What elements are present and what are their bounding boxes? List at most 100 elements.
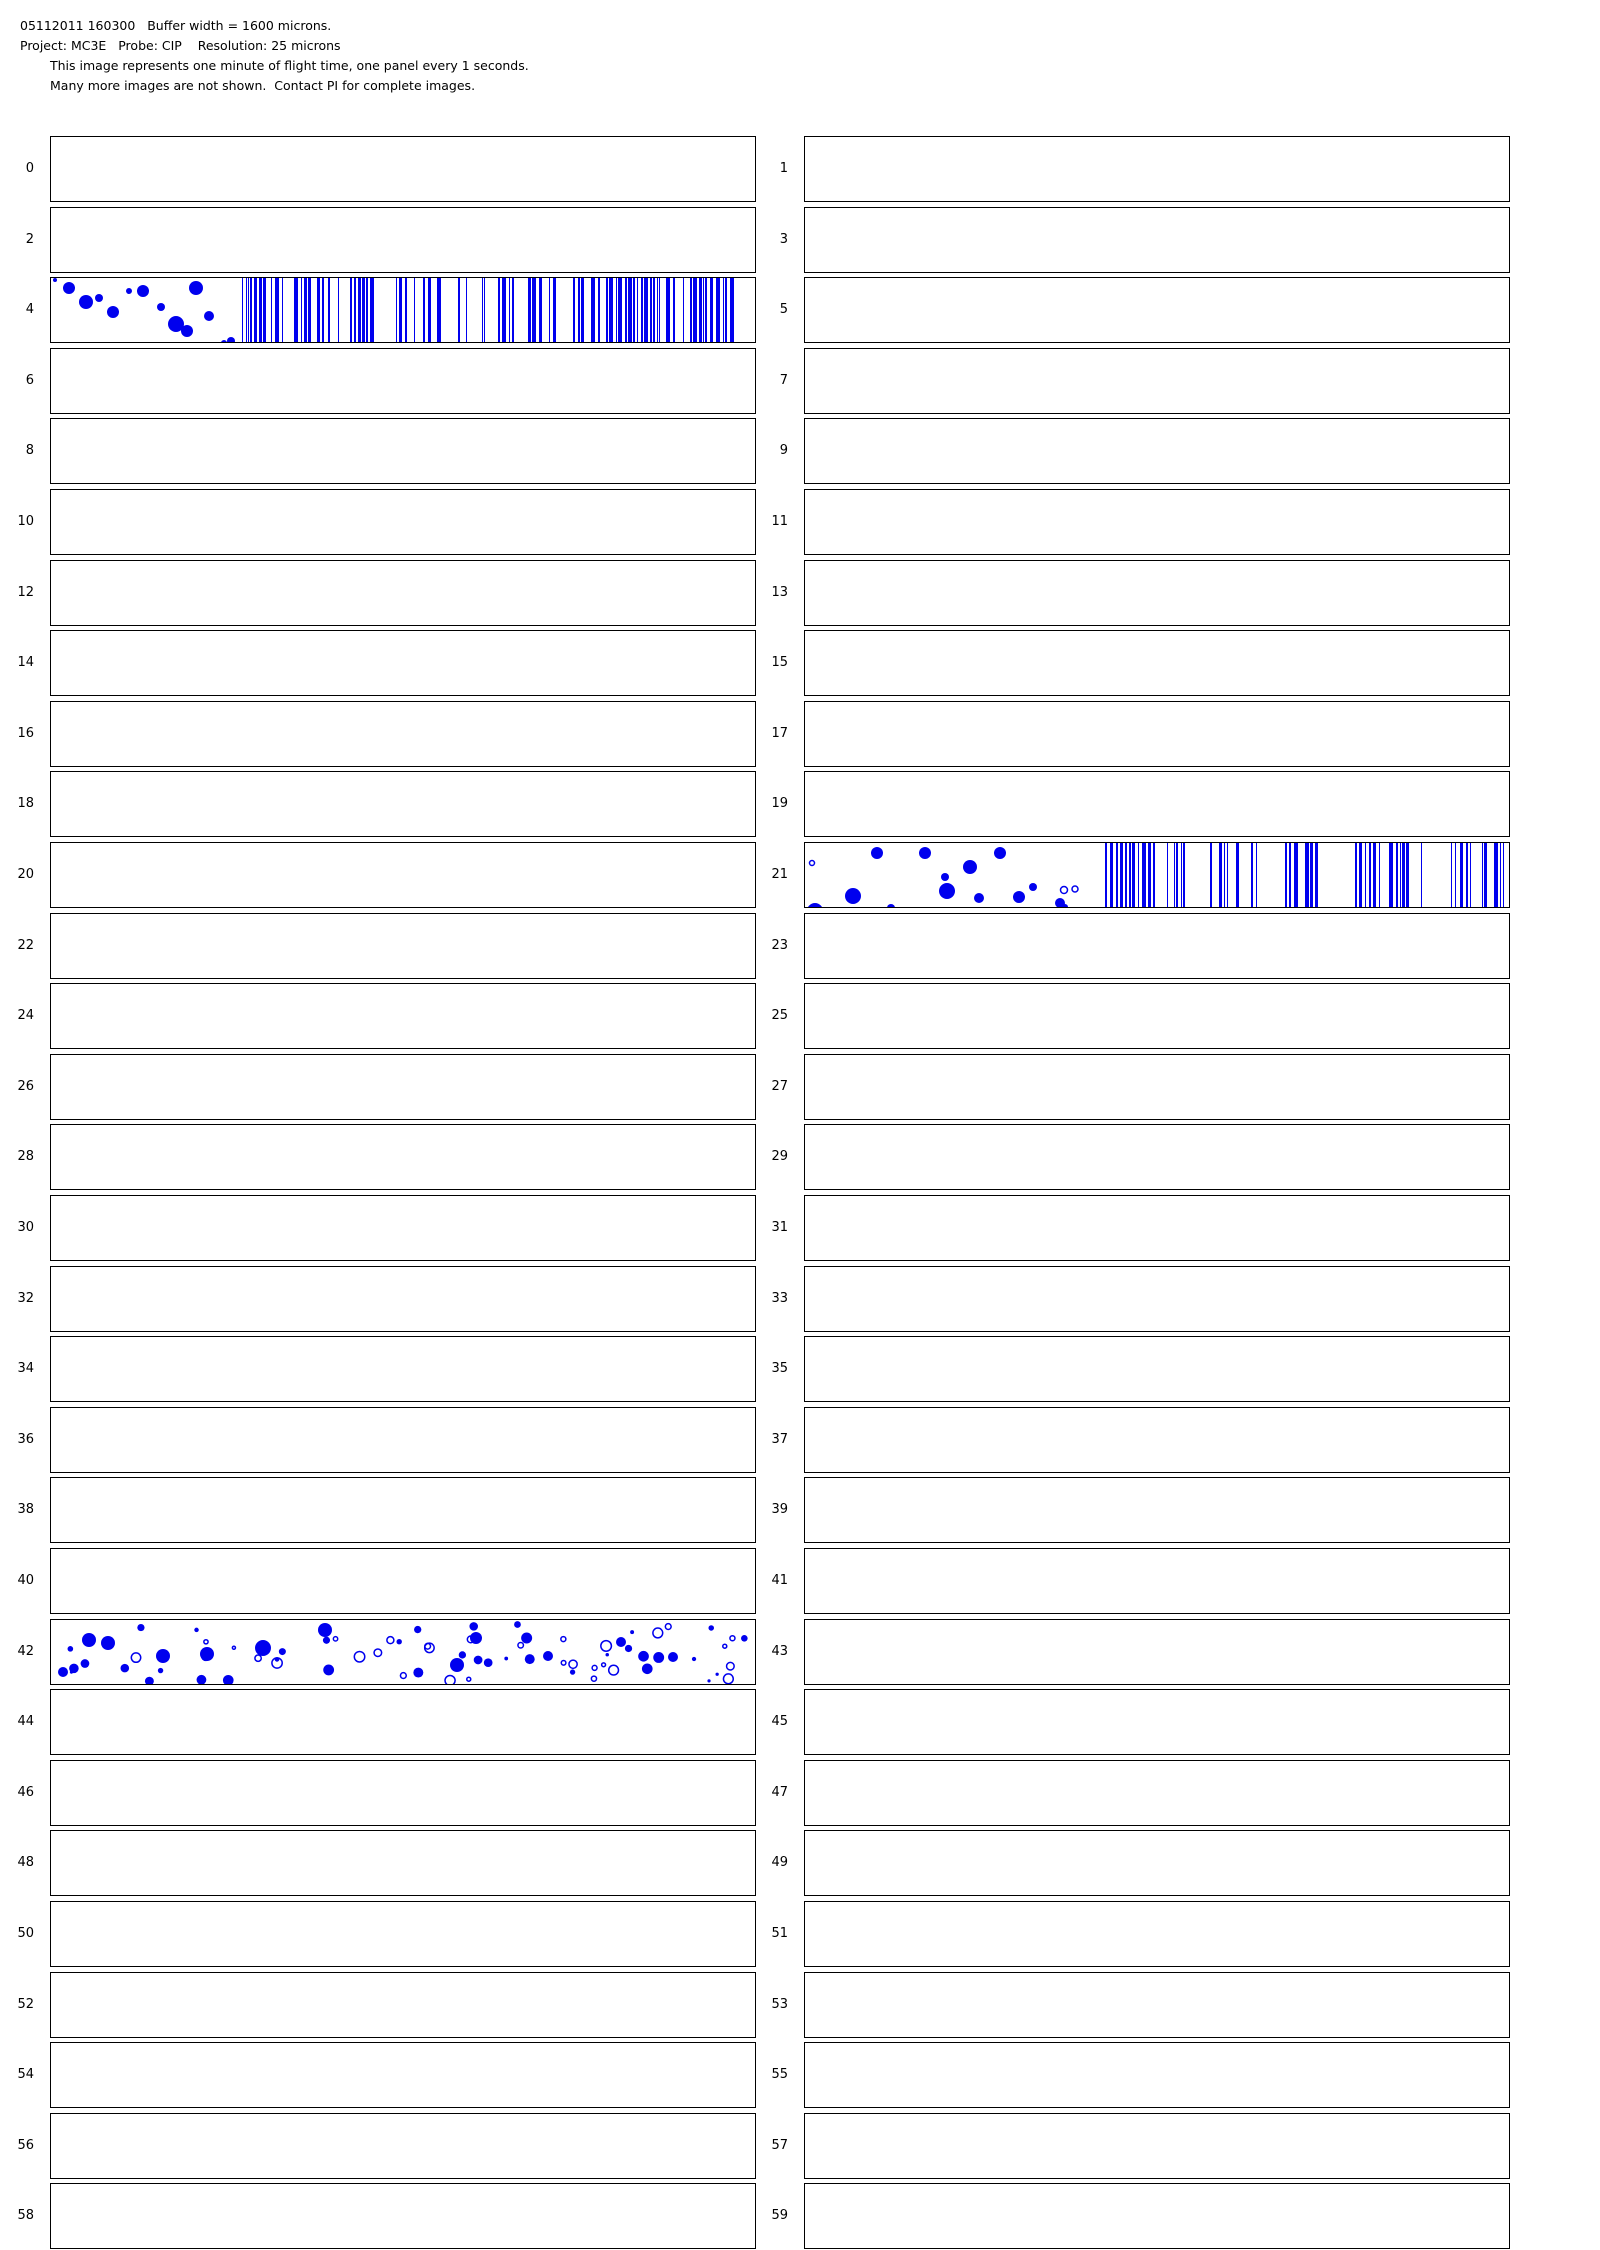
- streaker-band: [338, 278, 339, 343]
- streaker-band: [414, 278, 415, 343]
- panel-label: 53: [771, 1996, 788, 2012]
- particle-image: [200, 1651, 211, 1661]
- particle-image: [181, 325, 193, 338]
- image-panel: [804, 700, 1510, 767]
- panel-label: 17: [771, 725, 788, 741]
- streaker-band: [1482, 843, 1483, 907]
- image-panel: [50, 2112, 756, 2179]
- particle-image: [353, 1650, 366, 1663]
- image-panel: [50, 1901, 756, 1967]
- particle-image: [67, 1645, 74, 1652]
- header-line-timestamp: 05112011 160300 Buffer width = 1600 micr…: [20, 18, 332, 33]
- particle-image: [653, 1651, 665, 1663]
- image-panel: [804, 1689, 1510, 1756]
- particle-image: [53, 278, 57, 283]
- streaker-band: [705, 278, 707, 343]
- particle-image: [318, 1622, 332, 1637]
- streaker-band: [1355, 843, 1357, 907]
- particle-strip: [58, 1620, 748, 1684]
- particle-image: [664, 1622, 672, 1630]
- particle-image: [413, 1667, 424, 1678]
- particle-image: [466, 1676, 472, 1682]
- streaker-band: [528, 278, 531, 343]
- image-panel: [804, 1901, 1510, 1967]
- particle-image: [101, 1635, 115, 1650]
- image-panel: [50, 347, 756, 414]
- panel-label: 42: [17, 1643, 34, 1659]
- image-panel: [50, 136, 756, 202]
- particle-image: [227, 337, 235, 343]
- streaker-band: [1289, 843, 1291, 907]
- particle-image: [517, 1641, 525, 1649]
- streaker-band: [644, 278, 648, 343]
- streaker-band: [578, 278, 580, 343]
- panel-label: 13: [771, 584, 788, 600]
- streaker-band: [549, 278, 550, 343]
- image-panel: [804, 1406, 1510, 1473]
- image-panel: [50, 842, 756, 908]
- image-panel: [804, 559, 1510, 626]
- panel-label: 55: [771, 2067, 788, 2083]
- streaker-band: [1174, 843, 1175, 907]
- particle-image: [939, 883, 955, 899]
- streaker-band: [1120, 843, 1123, 907]
- image-panel: [804, 347, 1510, 414]
- panel-label: 45: [771, 1714, 788, 1730]
- image-panel: [50, 1759, 756, 1826]
- particle-image: [605, 1652, 609, 1657]
- image-panel: [50, 2183, 756, 2250]
- streaker-band: [625, 278, 627, 343]
- panel-label: 7: [779, 372, 788, 388]
- streaker-band: [539, 278, 542, 343]
- streaker-band: [370, 278, 374, 343]
- streaker-band: [1148, 843, 1151, 907]
- streaker-band: [1396, 843, 1398, 907]
- particle-image: [672, 1655, 676, 1659]
- particle-image: [194, 1627, 199, 1632]
- particle-image: [189, 281, 203, 296]
- panel-label: 22: [17, 937, 34, 953]
- streaker-band: [428, 278, 431, 343]
- streaker-band: [1125, 843, 1127, 907]
- streaker-band: [1224, 843, 1225, 907]
- streaker-band: [633, 278, 635, 343]
- panel-label: 12: [17, 584, 34, 600]
- panel-label: 20: [17, 867, 34, 882]
- image-panel: [804, 842, 1510, 908]
- panel-label: 6: [25, 372, 34, 388]
- particle-image: [591, 1664, 598, 1671]
- panel-label: 39: [771, 1502, 788, 1518]
- particle-image: [725, 1661, 735, 1671]
- particle-image: [808, 859, 816, 867]
- streaker-band: [484, 278, 485, 343]
- streaker-band: [396, 278, 397, 343]
- panel-label: 38: [17, 1502, 34, 1518]
- particle-image: [274, 1656, 280, 1662]
- streaker-band: [1466, 843, 1468, 907]
- particle-image: [444, 1674, 456, 1684]
- image-panel: [50, 277, 756, 344]
- particle-image: [332, 1635, 339, 1642]
- panel-label: 30: [17, 1220, 34, 1235]
- particle-image: [1055, 898, 1065, 907]
- particle-image: [323, 1664, 335, 1675]
- particle-image: [845, 888, 861, 904]
- particle-image: [80, 1658, 90, 1668]
- streaker-band: [641, 278, 643, 343]
- particle-image: [399, 1671, 408, 1679]
- image-panel: [50, 1830, 756, 1897]
- particle-image: [82, 1632, 96, 1647]
- streaker-band: [1421, 843, 1422, 907]
- panel-label: 47: [771, 1784, 788, 1800]
- particle-image: [524, 1653, 535, 1664]
- particle-image: [590, 1674, 598, 1682]
- streaker-band: [242, 278, 243, 343]
- streaker-band: [1460, 843, 1463, 907]
- image-panel: [804, 277, 1510, 344]
- particle-image: [963, 860, 977, 874]
- image-panel: [804, 1830, 1510, 1897]
- image-panel: [804, 983, 1510, 1050]
- panel-label: 29: [771, 1149, 788, 1165]
- panel-label: 3: [779, 231, 788, 247]
- particle-image: [638, 1650, 649, 1662]
